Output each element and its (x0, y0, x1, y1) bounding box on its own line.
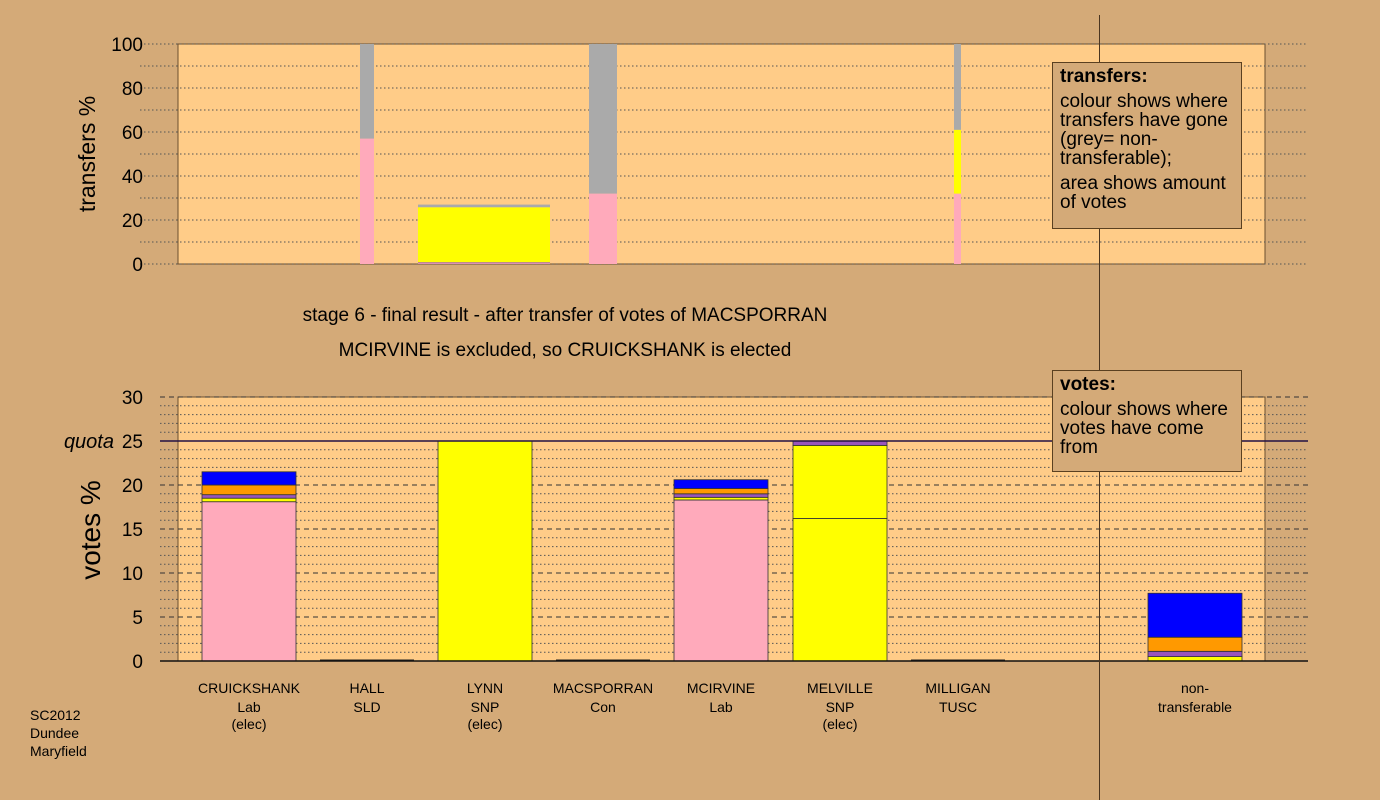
transfer-segment-lynn (418, 262, 550, 264)
candidate-name-label: CRUICKSHANK (198, 680, 301, 696)
vote-bar-segment (1147, 636, 1243, 652)
candidate-status-label: (elec) (231, 716, 266, 732)
candidate-status-label: (elec) (822, 716, 857, 732)
candidate-party-label: TUSC (939, 699, 977, 715)
vote-bar-segment (437, 440, 533, 662)
transfer-segment-milligan (954, 44, 961, 130)
vote-bar-segment (673, 479, 769, 489)
transfer-segment-lynn (418, 263, 550, 264)
transfers-legend: transfers: colour shows where transfers … (1052, 62, 1242, 229)
votes-y-axis-label: votes % (75, 480, 106, 580)
vote-bar-segment (1147, 592, 1243, 638)
footer-election: SC2012 (30, 707, 81, 723)
candidate-party-label: SNP (471, 699, 500, 715)
candidate-name-label: MCIRVINE (687, 680, 755, 696)
transfer-segment-macsporran (589, 193, 617, 264)
votes-legend-heading: votes: (1060, 374, 1116, 395)
quota-label: quota (64, 431, 114, 453)
stage-subtitle: MCIRVINE is excluded, so CRUICKSHANK is … (338, 340, 792, 361)
candidate-party-label: Lab (709, 699, 733, 715)
transfer-segment-hall (360, 138, 374, 264)
vote-bar-segment (201, 501, 297, 662)
candidate-name-label: LYNN (467, 680, 503, 696)
transfer-segment-lynn (418, 204, 550, 208)
vote-bar-segment (201, 484, 297, 496)
transfers-y-axis-label: transfers % (74, 96, 100, 212)
vote-bar-segment (673, 499, 769, 662)
transfers-y-tick-label: 60 (122, 123, 143, 144)
votes-y-tick-label: 5 (132, 608, 143, 629)
candidate-name-label: HALL (349, 680, 384, 696)
transfer-segment-lynn (418, 207, 550, 263)
vote-bar-segment (673, 493, 769, 498)
votes-legend-text: colour shows where votes have come from (1060, 399, 1228, 458)
votes-y-tick-label: 10 (122, 564, 143, 585)
candidate-name-label: MELVILLE (807, 680, 873, 696)
vote-bar-segment (673, 488, 769, 495)
transfers-legend-heading: transfers: (1060, 66, 1148, 87)
votes-y-tick-label: 15 (122, 520, 143, 541)
election-footer: SC2012 Dundee Maryfield (30, 706, 87, 760)
transfers-legend-area-text: area shows amount of votes (1060, 173, 1226, 213)
vote-bar-segment (201, 471, 297, 486)
stage-title: stage 6 - final result - after transfer … (302, 305, 828, 326)
transfers-y-tick-label: 20 (122, 211, 143, 232)
candidate-name-label: non- (1181, 680, 1209, 696)
vote-bar-segment (201, 494, 297, 499)
transfers-y-tick-label: 80 (122, 79, 143, 100)
votes-y-tick-label: 20 (122, 476, 143, 497)
footer-ward: Maryfield (30, 743, 87, 759)
candidate-party-label: SNP (826, 699, 855, 715)
candidate-name-label: MILLIGAN (925, 680, 990, 696)
transfer-segment-hall (360, 44, 374, 139)
candidate-party-label: Con (590, 699, 616, 715)
transfers-y-tick-label: 100 (111, 35, 143, 56)
candidate-party-label: SLD (353, 699, 380, 715)
candidate-party-label: transferable (1158, 699, 1232, 715)
transfer-segment-milligan (954, 193, 961, 264)
quota-tick-label: 25 (122, 432, 143, 453)
vote-bar-segment (201, 497, 297, 503)
votes-y-tick-label: 0 (132, 652, 143, 673)
votes-y-tick-label: 30 (122, 388, 143, 409)
candidate-name-label: MACSPORRAN (553, 680, 653, 696)
vote-bar-segment (792, 444, 888, 519)
vote-bar-segment (792, 518, 888, 662)
transfer-segment-macsporran (589, 44, 617, 194)
transfers-y-tick-label: 40 (122, 167, 143, 188)
transfers-y-tick-label: 0 (132, 255, 143, 276)
footer-council: Dundee (30, 725, 80, 741)
candidate-status-label: (elec) (467, 716, 502, 732)
transfers-legend-text: colour shows where transfers have gone (… (1060, 91, 1228, 169)
candidate-party-label: Lab (237, 699, 261, 715)
votes-legend: votes: colour shows where votes have com… (1052, 370, 1242, 472)
vote-bar-segment (1147, 650, 1243, 658)
transfer-segment-milligan (954, 129, 961, 194)
